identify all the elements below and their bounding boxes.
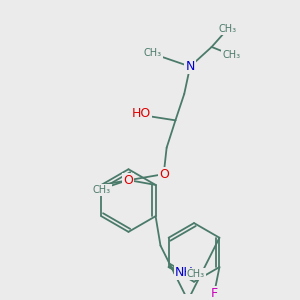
Text: CH₃: CH₃ — [187, 269, 205, 279]
Text: HO: HO — [132, 107, 151, 120]
Text: CH₃: CH₃ — [93, 185, 111, 195]
Text: CH₃: CH₃ — [144, 48, 162, 58]
Text: CH₃: CH₃ — [218, 24, 236, 34]
Text: O: O — [123, 173, 133, 187]
Text: N: N — [185, 60, 195, 73]
Text: NH: NH — [175, 266, 193, 280]
Text: O: O — [159, 168, 169, 181]
Text: F: F — [211, 287, 218, 300]
Text: CH₃: CH₃ — [222, 50, 240, 60]
